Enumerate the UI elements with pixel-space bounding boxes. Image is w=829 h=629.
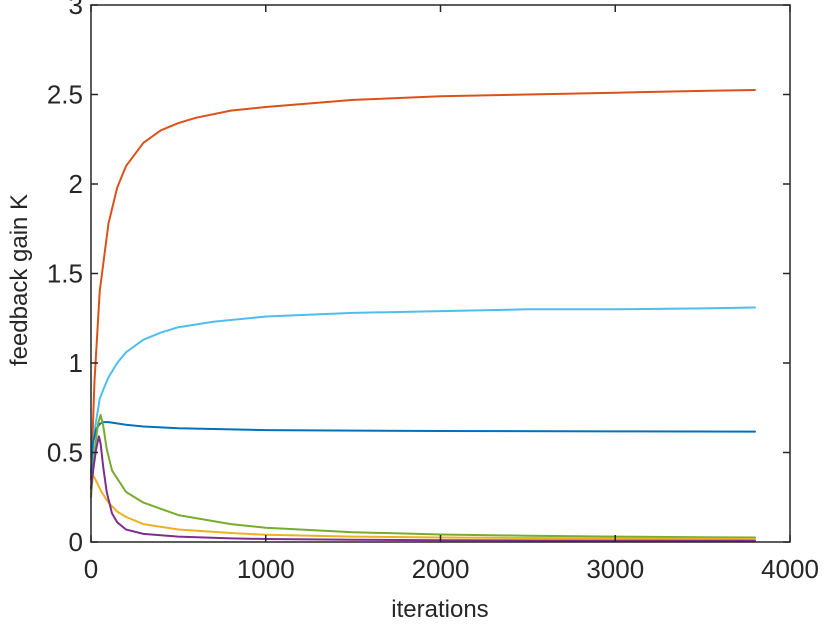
x-tick-label: 3000 (586, 554, 644, 584)
series-line-4 (90, 413, 756, 539)
y-tick-label: 2 (69, 169, 83, 199)
y-tick-label: 0 (69, 527, 83, 557)
y-tick-label: 0.5 (47, 438, 83, 468)
series-line-1 (90, 89, 756, 481)
x-tick-label: 4000 (761, 554, 819, 584)
series-line-6 (90, 435, 756, 542)
x-tick-label: 2000 (412, 554, 470, 584)
x-tick-label: 1000 (237, 554, 295, 584)
y-tick-label: 1.5 (47, 259, 83, 289)
x-tick-label: 0 (84, 554, 98, 584)
y-tick-label: 2.5 (47, 80, 83, 110)
x-axis-label: iterations (391, 596, 488, 623)
series-layer (90, 89, 756, 542)
series-line-2 (90, 306, 756, 472)
series-line-5 (90, 473, 756, 540)
y-tick-label: 3 (69, 0, 83, 20)
axes-layer: 0 1000 2000 3000 4000 0 0.5 1 1.5 2 2.5 3 (47, 0, 819, 584)
y-tick-label: 1 (69, 348, 83, 378)
series-line-3 (90, 421, 756, 475)
y-axis-label: feedback gain K (6, 194, 33, 366)
